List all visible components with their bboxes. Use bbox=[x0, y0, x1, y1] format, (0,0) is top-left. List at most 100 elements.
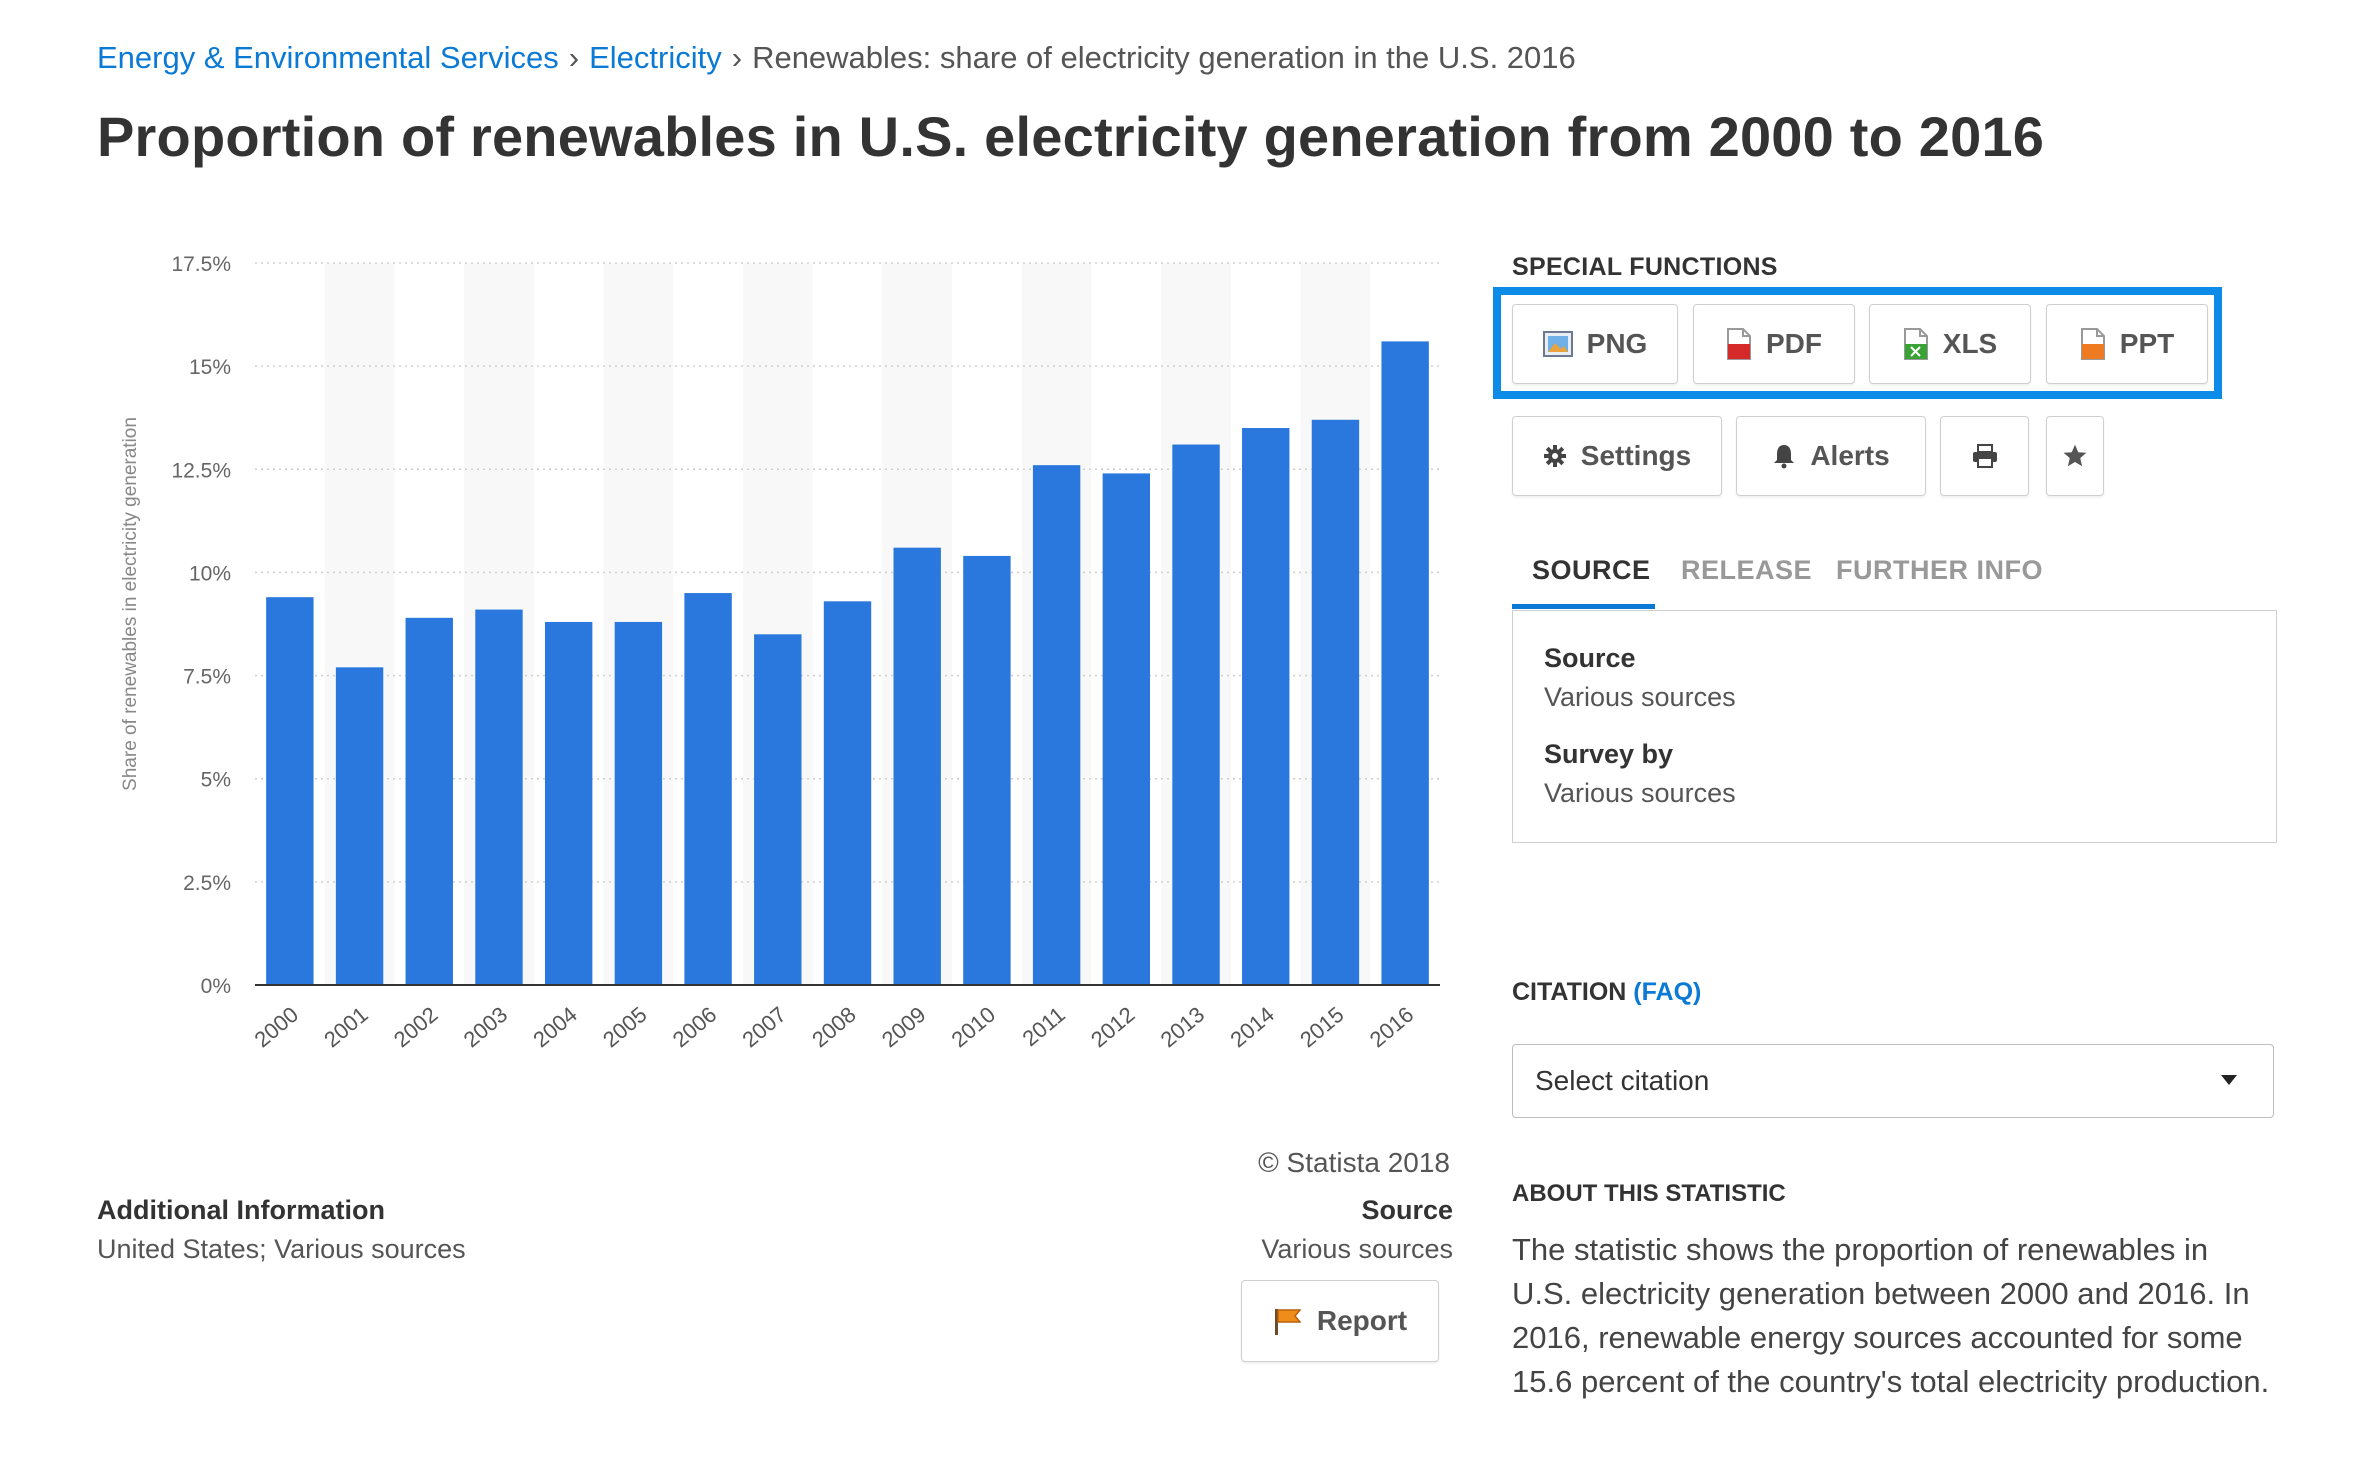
alerts-label: Alerts bbox=[1810, 440, 1890, 471]
ppt-file-icon bbox=[2080, 328, 2106, 360]
bar bbox=[1311, 419, 1360, 985]
image-file-icon bbox=[1542, 330, 1573, 358]
bar bbox=[963, 555, 1011, 985]
bar bbox=[266, 597, 314, 985]
xls-export-label: XLS bbox=[1942, 328, 1998, 359]
y-tick-label: 5% bbox=[201, 769, 231, 792]
x-tick-label: 2015 bbox=[1295, 1002, 1349, 1053]
source-label: Source bbox=[1544, 643, 1636, 673]
x-tick-label: 2005 bbox=[598, 1002, 652, 1053]
y-tick-label: 0% bbox=[201, 975, 231, 998]
tab-release[interactable]: RELEASE bbox=[1681, 555, 1813, 585]
export-buttons-highlight bbox=[1493, 287, 2222, 399]
x-tick-label: 2000 bbox=[249, 1002, 303, 1053]
source-info-value: Various sources bbox=[1261, 1234, 1453, 1264]
ppt-export-label: PPT bbox=[2119, 328, 2175, 359]
breadcrumb-link-energy[interactable]: Energy & Environmental Services bbox=[97, 40, 559, 75]
additional-information-heading: Additional Information bbox=[97, 1195, 385, 1225]
y-axis-title: Share of renewables in electricity gener… bbox=[120, 417, 141, 791]
pdf-file-icon bbox=[1726, 328, 1752, 360]
x-tick-label: 2009 bbox=[877, 1002, 931, 1053]
y-tick-label: 2.5% bbox=[183, 872, 231, 895]
breadcrumb-separator: › bbox=[568, 40, 580, 75]
bar bbox=[475, 609, 523, 985]
gear-icon bbox=[1543, 444, 1567, 468]
settings-button[interactable]: Settings bbox=[1512, 416, 1722, 496]
survey-value: Various sources bbox=[1544, 778, 1736, 808]
bar bbox=[614, 621, 663, 985]
ppt-export-button[interactable]: PPT bbox=[2046, 304, 2208, 384]
bar bbox=[405, 617, 453, 985]
bar bbox=[335, 667, 384, 985]
source-info: Source Various sources bbox=[1261, 1195, 1453, 1265]
x-tick-label: 2006 bbox=[668, 1002, 722, 1053]
bar bbox=[823, 601, 872, 985]
citation-select-value: Select citation bbox=[1535, 1065, 1710, 1096]
x-tick-label: 2016 bbox=[1365, 1002, 1419, 1053]
y-tick-label: 12.5% bbox=[171, 459, 231, 482]
pdf-export-label: PDF bbox=[1766, 328, 1822, 359]
x-tick-label: 2003 bbox=[459, 1002, 513, 1053]
bar bbox=[754, 634, 802, 985]
citation-title: CITATION bbox=[1512, 978, 1627, 1006]
report-button[interactable]: Report bbox=[1241, 1280, 1439, 1362]
bar bbox=[1242, 428, 1290, 985]
alerts-button[interactable]: Alerts bbox=[1736, 416, 1926, 496]
png-export-button[interactable]: PNG bbox=[1512, 304, 1678, 384]
tab-further-info[interactable]: FURTHER INFO bbox=[1836, 555, 2043, 585]
settings-label: Settings bbox=[1580, 440, 1692, 471]
bar bbox=[1381, 341, 1429, 986]
bar bbox=[893, 547, 941, 985]
x-tick-label: 2004 bbox=[528, 1002, 582, 1053]
chart-copyright: © Statista 2018 bbox=[1258, 1147, 1450, 1178]
citation-faq-link[interactable]: (FAQ) bbox=[1633, 978, 1702, 1006]
bar bbox=[684, 593, 732, 985]
x-tick-label: 2001 bbox=[319, 1002, 373, 1053]
survey-label: Survey by bbox=[1544, 739, 1674, 769]
y-tick-label: 15% bbox=[189, 356, 231, 379]
source-value: Various sources bbox=[1544, 682, 1736, 712]
x-tick-label: 2011 bbox=[1018, 1002, 1070, 1052]
x-tick-label: 2002 bbox=[389, 1002, 443, 1053]
breadcrumb-link-electricity[interactable]: Electricity bbox=[589, 40, 722, 75]
tab-source[interactable]: SOURCE bbox=[1532, 555, 1651, 585]
y-tick-label: 7.5% bbox=[183, 666, 231, 689]
y-tick-label: 10% bbox=[189, 562, 231, 585]
x-tick-label: 2012 bbox=[1086, 1002, 1140, 1053]
x-tick-label: 2008 bbox=[807, 1002, 861, 1053]
print-button[interactable] bbox=[1940, 416, 2029, 496]
pdf-export-button[interactable]: PDF bbox=[1693, 304, 1855, 384]
xls-file-icon bbox=[1903, 328, 1929, 360]
favorite-button[interactable] bbox=[2046, 416, 2104, 496]
about-heading: ABOUT THIS STATISTIC bbox=[1512, 1180, 1786, 1207]
x-tick-label: 2007 bbox=[737, 1002, 791, 1053]
x-tick-label: 2010 bbox=[947, 1002, 1001, 1053]
breadcrumb-separator: › bbox=[731, 40, 743, 75]
active-tab-indicator bbox=[1512, 604, 1655, 609]
breadcrumb-current: Renewables: share of electricity generat… bbox=[752, 40, 1576, 75]
bar bbox=[1102, 473, 1151, 985]
citation-select[interactable]: Select citation bbox=[1512, 1044, 2274, 1118]
caret-down-icon bbox=[2221, 1075, 2237, 1085]
special-functions-title: SPECIAL FUNCTIONS bbox=[1512, 253, 1778, 281]
star-icon bbox=[2062, 443, 2088, 469]
printer-icon bbox=[1972, 444, 1998, 468]
about-text: The statistic shows the proportion of re… bbox=[1512, 1232, 2270, 1399]
report-button-label: Report bbox=[1316, 1305, 1408, 1336]
additional-information: Additional Information United States; Va… bbox=[97, 1195, 466, 1265]
x-tick-label: 2014 bbox=[1225, 1002, 1279, 1053]
additional-information-value: United States; Various sources bbox=[97, 1234, 466, 1264]
y-tick-label: 17.5% bbox=[171, 253, 231, 276]
x-tick-label: 2013 bbox=[1156, 1002, 1210, 1053]
bar bbox=[1172, 444, 1220, 985]
page-title: Proportion of renewables in U.S. electri… bbox=[97, 105, 2045, 168]
bar bbox=[544, 621, 593, 985]
xls-export-button[interactable]: XLS bbox=[1869, 304, 2031, 384]
flag-icon bbox=[1273, 1308, 1303, 1335]
bar-chart: 0% 2.5% 5% 7.5% 10% 12.5% 15% 17.5% 2000 2001 2002… bbox=[120, 253, 1440, 1053]
png-export-label: PNG bbox=[1586, 328, 1648, 359]
breadcrumb: Energy & Environmental Services › Electric… bbox=[97, 40, 1576, 76]
info-tabs: SOURCE RELEASE FURTHER INFO bbox=[1512, 555, 2277, 611]
bar bbox=[1032, 465, 1081, 985]
citation-label: CITATION (FAQ) bbox=[1512, 978, 1701, 1007]
